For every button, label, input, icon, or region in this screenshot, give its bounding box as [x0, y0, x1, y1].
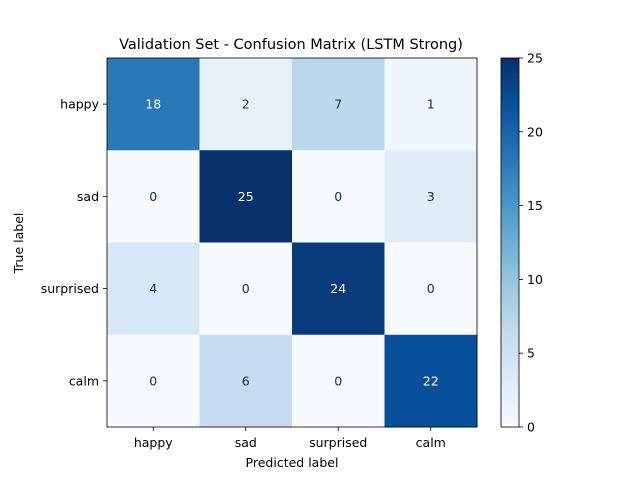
- colorbar-tick-label: 25: [527, 51, 543, 66]
- heatmap-cell: [107, 242, 200, 336]
- heatmap-cell: [199, 150, 293, 243]
- colorbar-tick-label: 5: [527, 346, 535, 361]
- y-tick-label: surprised: [41, 281, 99, 296]
- chart-title: Validation Set - Confusion Matrix (LSTM …: [119, 37, 463, 53]
- cell-value-label: 0: [149, 373, 157, 388]
- cell-value-label: 2: [242, 97, 250, 112]
- heatmap-cell: [107, 334, 200, 428]
- cell-value-label: 4: [149, 281, 157, 296]
- cell-value-label: 0: [334, 189, 342, 204]
- heatmap-cell: [292, 242, 385, 336]
- x-axis-label: Predicted label: [246, 455, 339, 470]
- cell-value-label: 25: [238, 189, 254, 204]
- heatmap-cell: [384, 150, 478, 243]
- heatmap-cell: [384, 242, 478, 336]
- x-tick-label: happy: [134, 435, 173, 450]
- y-tick-label: sad: [77, 189, 99, 204]
- y-tick-label: happy: [60, 97, 99, 112]
- plot-frame: [106, 57, 478, 428]
- y-axis-ticks: happy sad surprised calm: [41, 97, 107, 388]
- heatmap-cell: [292, 334, 385, 428]
- cell-value-label: 0: [427, 281, 435, 296]
- heatmap-cell: [384, 58, 478, 151]
- colorbar-tick-label: 20: [527, 124, 543, 139]
- cell-value-label: 0: [334, 373, 342, 388]
- x-axis-ticks: happy sad surprised calm: [134, 427, 446, 450]
- heatmap-cell: [107, 150, 200, 243]
- heatmap-cells: 18 2 7 1 0 25 0 3 4 0 24 0 0 6 0 22: [107, 58, 478, 428]
- cell-value-label: 7: [334, 97, 342, 112]
- x-tick-label: sad: [235, 435, 257, 450]
- cell-value-label: 24: [330, 281, 346, 296]
- heatmap-cell: [292, 150, 385, 243]
- cell-value-label: 0: [242, 281, 250, 296]
- colorbar: [500, 57, 520, 428]
- cell-value-label: 18: [145, 97, 161, 112]
- heatmap-cell: [199, 334, 293, 428]
- y-axis-label: True label: [11, 213, 26, 275]
- y-tick-label: calm: [69, 373, 99, 388]
- heatmap-cell: [107, 58, 200, 151]
- heatmap-cell: [384, 334, 478, 428]
- x-tick-label: surprised: [309, 435, 367, 450]
- cell-value-label: 22: [423, 373, 439, 388]
- colorbar-tick-label: 15: [527, 198, 543, 213]
- colorbar-ticks: 0 5 10 15 20 25: [519, 51, 543, 435]
- heatmap-cell: [199, 242, 293, 336]
- x-tick-label: calm: [416, 435, 446, 450]
- heatmap-cell: [199, 58, 293, 151]
- cell-value-label: 0: [149, 189, 157, 204]
- colorbar-tick-label: 0: [527, 420, 535, 435]
- colorbar-tick-label: 10: [527, 272, 543, 287]
- cell-value-label: 1: [427, 97, 435, 112]
- cell-value-label: 3: [427, 189, 435, 204]
- heatmap-cell: [292, 58, 385, 151]
- cell-value-label: 6: [242, 373, 250, 388]
